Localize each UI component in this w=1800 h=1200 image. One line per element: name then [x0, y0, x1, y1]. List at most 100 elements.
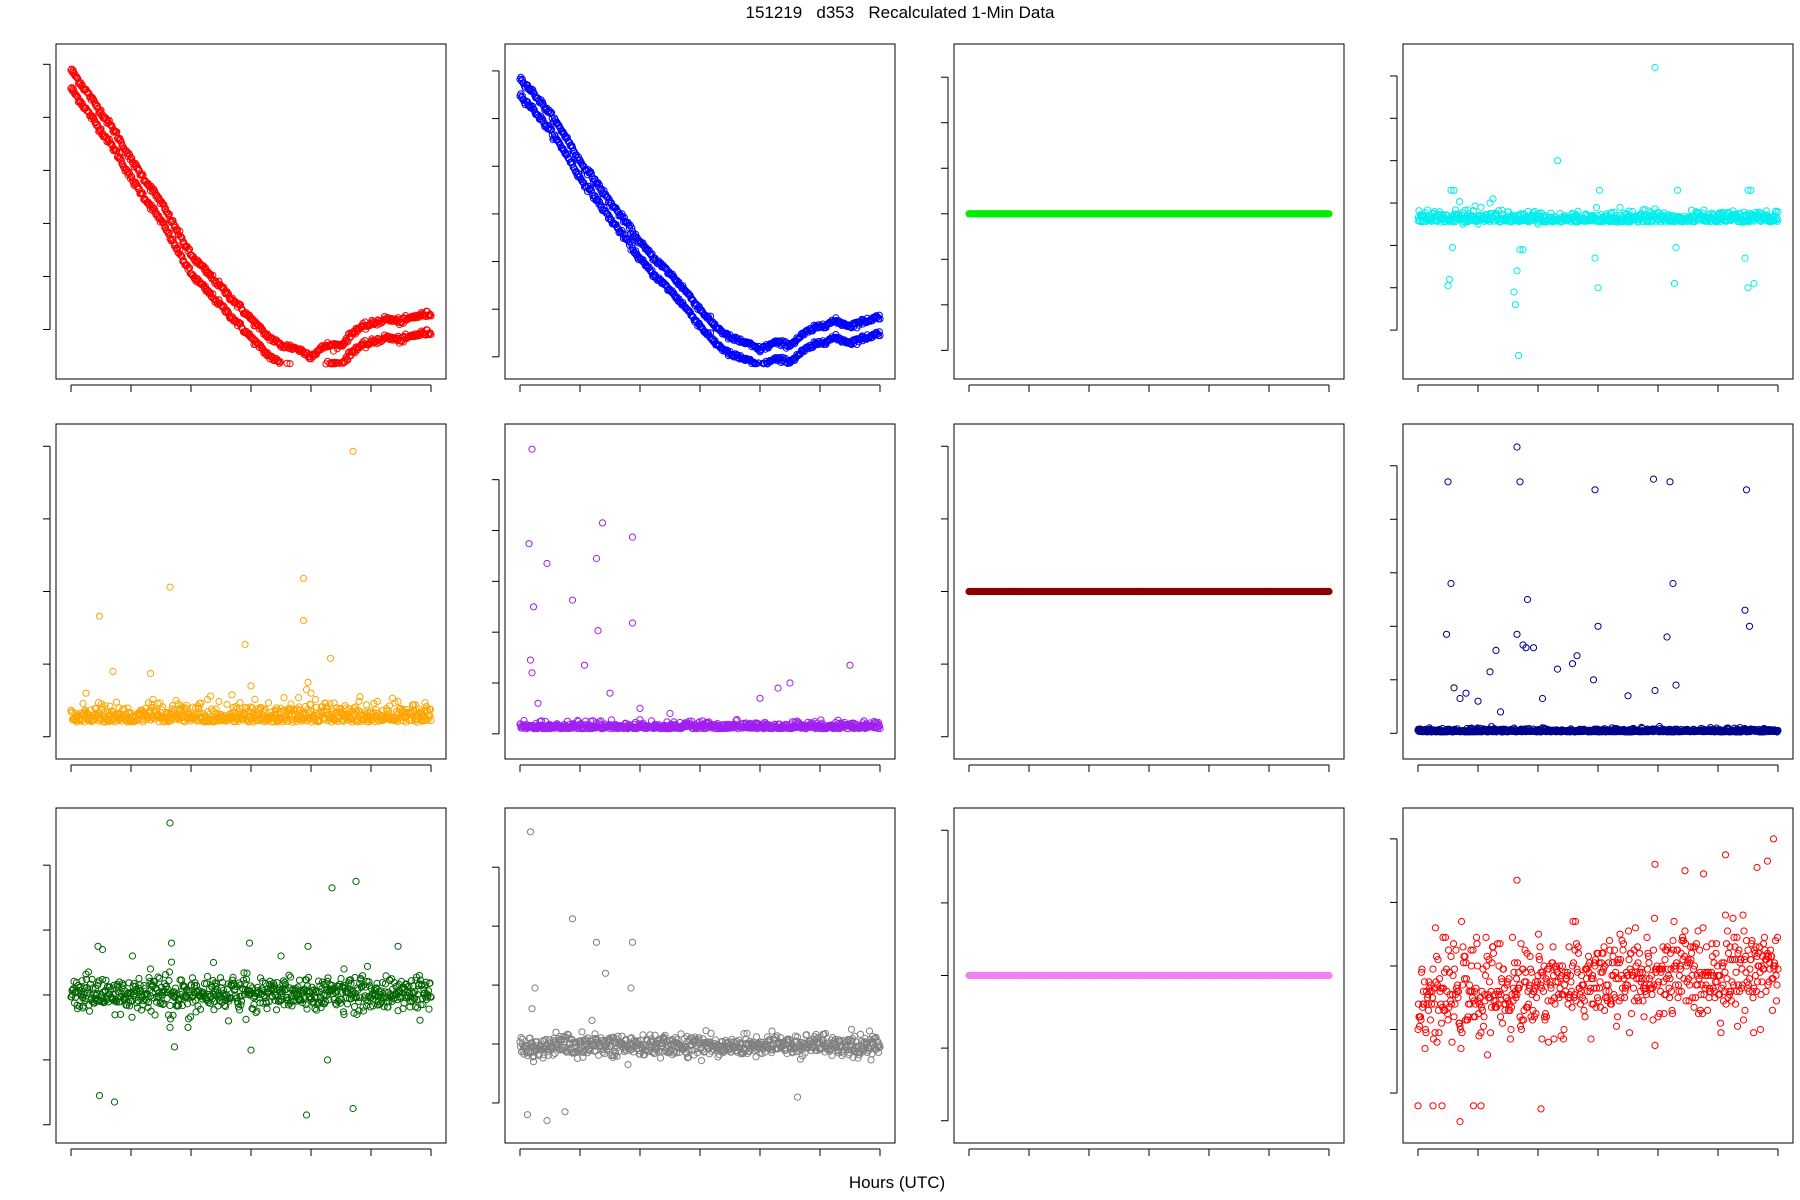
- data-point: [523, 98, 532, 106]
- data-point: [1594, 284, 1602, 292]
- data-point: [84, 107, 92, 116]
- data-point: [178, 253, 186, 261]
- data-point: [518, 75, 526, 83]
- panel: [43, 423, 447, 772]
- data-points: [67, 447, 435, 726]
- data-point: [224, 289, 232, 297]
- y-axis: [492, 479, 500, 735]
- data-point: [223, 700, 231, 709]
- y-axis: [1390, 75, 1398, 331]
- y-axis: [941, 76, 949, 351]
- data-point: [688, 311, 696, 320]
- data-point: [1477, 203, 1485, 211]
- data-point: [117, 157, 125, 165]
- data-point: [255, 325, 263, 333]
- data-point: [1514, 351, 1523, 360]
- data-point: [164, 211, 173, 219]
- data-point: [286, 360, 294, 368]
- data-point: [598, 519, 607, 527]
- data-point: [813, 339, 821, 347]
- data-point: [241, 640, 249, 649]
- data-point: [299, 574, 308, 583]
- data-point: [1489, 195, 1497, 203]
- data-point: [251, 695, 259, 704]
- data-points: [965, 587, 1333, 596]
- data-point: [362, 701, 371, 709]
- x-axis: [1417, 384, 1779, 392]
- data-point: [102, 116, 110, 124]
- y-axis: [43, 63, 51, 331]
- data-point: [160, 201, 168, 209]
- data-point: [631, 247, 640, 255]
- data-point: [159, 200, 167, 208]
- data-point: [127, 172, 135, 180]
- data-point: [421, 699, 429, 707]
- data-point: [604, 210, 612, 218]
- data-point: [809, 325, 817, 333]
- data-point: [528, 669, 536, 677]
- data-point: [72, 91, 80, 100]
- x-axis: [70, 764, 432, 772]
- data-point: [1591, 254, 1599, 262]
- data-point: [664, 270, 672, 278]
- data-point: [117, 138, 125, 146]
- data-point: [1595, 186, 1604, 194]
- data-point: [604, 193, 612, 201]
- panels-grid: [43, 43, 1794, 1156]
- data-point: [131, 178, 140, 186]
- data-point: [1513, 267, 1521, 275]
- data-point: [751, 359, 760, 367]
- data-point: [128, 154, 136, 163]
- data-point: [68, 65, 76, 73]
- data-point: [547, 110, 555, 118]
- data-point: [236, 320, 244, 328]
- data-point: [529, 102, 537, 111]
- data-point: [128, 173, 136, 181]
- data-point: [280, 694, 288, 702]
- data-point: [628, 619, 637, 627]
- data-point: [92, 121, 101, 129]
- data-point: [1616, 203, 1624, 211]
- data-point: [176, 251, 185, 259]
- data-point: [370, 320, 378, 329]
- data-point: [1670, 279, 1679, 288]
- data-point: [600, 203, 608, 211]
- data-point: [786, 679, 794, 687]
- data-point: [299, 616, 308, 625]
- data-point: [675, 278, 683, 286]
- data-point: [530, 106, 538, 114]
- data-point: [102, 134, 110, 142]
- data-point: [109, 667, 117, 676]
- data-point: [153, 211, 161, 219]
- data-point: [1448, 243, 1457, 252]
- data-point: [526, 656, 535, 664]
- data-point: [247, 682, 255, 690]
- data-point: [159, 219, 167, 227]
- data-point: [176, 232, 185, 240]
- data-point: [338, 342, 347, 350]
- panel: [492, 423, 896, 772]
- data-point: [1750, 279, 1758, 288]
- data-point: [778, 353, 787, 361]
- data-point: [283, 359, 291, 367]
- data-point: [255, 343, 263, 351]
- data-point: [82, 689, 90, 697]
- data-point: [276, 358, 284, 366]
- data-point: [160, 220, 168, 228]
- data-point: [586, 185, 594, 193]
- panel: [941, 43, 1345, 392]
- data-point: [427, 330, 435, 339]
- data-point: [111, 146, 119, 154]
- y-axis: [43, 445, 51, 738]
- data-point: [153, 192, 161, 200]
- data-point: [228, 691, 236, 699]
- data-point: [675, 295, 683, 303]
- data-point: [543, 559, 551, 568]
- data-point: [529, 603, 538, 611]
- panel: [941, 423, 1345, 772]
- panel: [492, 43, 896, 392]
- data-point: [580, 661, 589, 669]
- data-point: [688, 295, 696, 303]
- data-point: [219, 302, 227, 310]
